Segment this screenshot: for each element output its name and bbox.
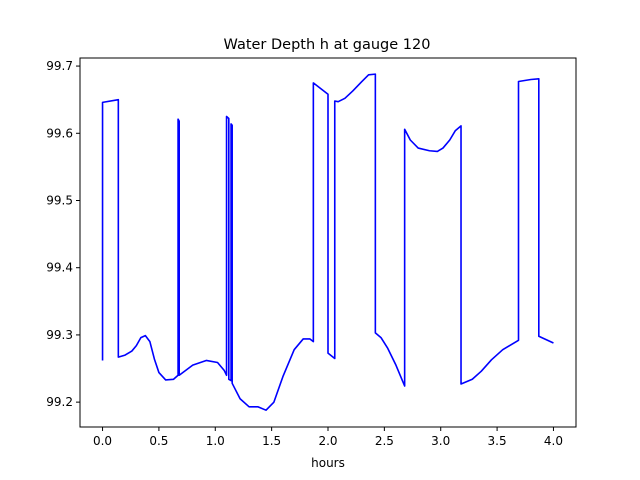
y-tick-label: 99.3 [46, 328, 73, 342]
x-tick-label: 2.0 [318, 434, 337, 448]
x-tick-label: 1.0 [206, 434, 225, 448]
x-axis-label: hours [311, 456, 345, 470]
series-layer [101, 73, 554, 412]
series-line-0 [101, 73, 554, 412]
y-axis: 99.2 99.3 99.4 99.5 99.6 99.7 [46, 59, 80, 409]
x-tick-label: 3.5 [488, 434, 507, 448]
x-tick-label: 3.0 [431, 434, 450, 448]
x-tick-label: 0.0 [93, 434, 112, 448]
y-tick-label: 99.7 [46, 59, 73, 73]
y-tick-label: 99.2 [46, 395, 73, 409]
y-tick-label: 99.5 [46, 193, 73, 207]
y-tick-label: 99.4 [46, 261, 73, 275]
x-axis: 0.0 0.5 1.0 1.5 2.0 2.5 3.0 3.5 4.0 [93, 427, 563, 448]
x-tick-label: 0.5 [149, 434, 168, 448]
x-tick-label: 1.5 [262, 434, 281, 448]
y-tick-label: 99.6 [46, 126, 73, 140]
chart-title: Water Depth h at gauge 120 [224, 37, 431, 53]
plot-frame [79, 57, 577, 428]
x-tick-label: 4.0 [544, 434, 563, 448]
x-tick-label: 2.5 [375, 434, 394, 448]
